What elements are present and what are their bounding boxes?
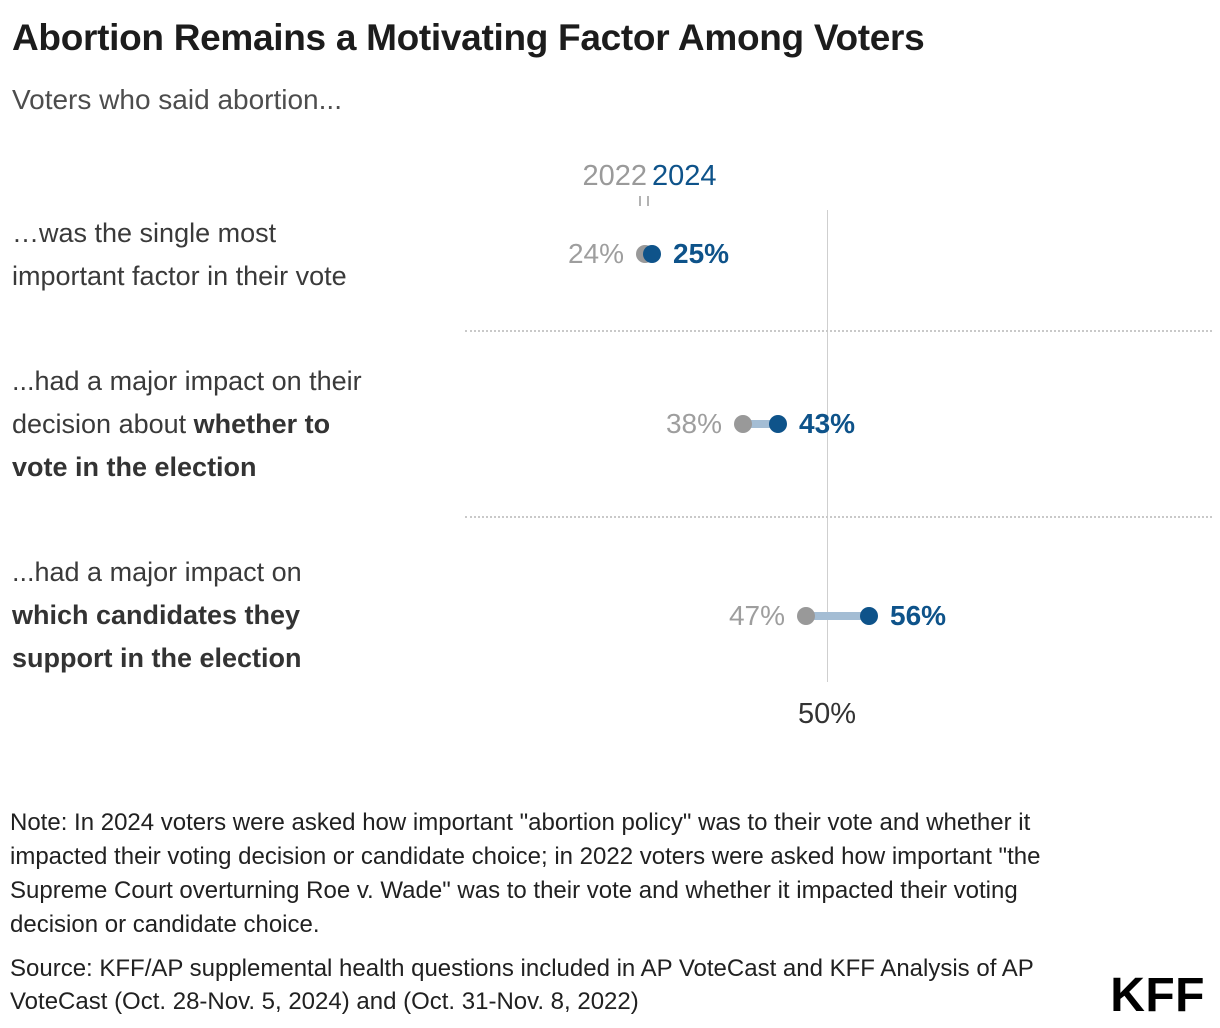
- row-label-bold: which candidates they: [12, 600, 301, 630]
- row-label-which-candidates: ...had a major impact on which candidate…: [12, 551, 492, 680]
- row-label-text: decision about: [12, 409, 194, 439]
- dot-2024-icon: [643, 245, 661, 263]
- dot-2024-icon: [769, 415, 787, 433]
- legend-tick-icon: [647, 196, 649, 206]
- dot-2024-icon: [860, 607, 878, 625]
- row-label-bold: support in the election: [12, 643, 302, 673]
- row-separator: [465, 330, 1212, 332]
- note-text: Note: In 2024 voters were asked how impo…: [10, 809, 1041, 938]
- value-label-2022: 24%: [567, 238, 624, 269]
- value-label-2022: 47%: [728, 600, 785, 631]
- legend-label-2024: 2024: [652, 160, 717, 192]
- legend-label-2022: 2022: [582, 160, 647, 192]
- value-label-2024: 56%: [890, 600, 947, 631]
- dot-2022-icon: [797, 607, 815, 625]
- row-label-text: important factor in their vote: [12, 261, 347, 291]
- row-label-text: …was the single most: [12, 218, 277, 248]
- chart-subtitle: Voters who said abortion...: [12, 84, 342, 115]
- dumbbell-connector: [806, 612, 869, 620]
- row-label-text: ...had a major impact on their: [12, 366, 362, 396]
- kff-logo: KFF: [1110, 969, 1205, 1022]
- dumbbell-connector: [743, 420, 778, 428]
- value-label-2024: 43%: [799, 408, 856, 439]
- row-label-single-most-important: …was the single most important factor in…: [12, 212, 492, 298]
- row-label-text: ...had a major impact on: [12, 557, 302, 587]
- value-label-2024: 25%: [673, 238, 730, 269]
- legend-tick-icon: [639, 196, 641, 206]
- reference-gridline-50: [827, 210, 828, 682]
- row-label-bold: vote in the election: [12, 452, 257, 482]
- dot-2022-icon: [734, 415, 752, 433]
- row-separator: [465, 516, 1212, 518]
- source-text: Source: KFF/AP supplemental health quest…: [10, 955, 1034, 1015]
- value-label-2022: 38%: [665, 408, 722, 439]
- row-label-whether-to-vote: ...had a major impact on their decision …: [12, 360, 492, 489]
- axis-label-50-percent: 50%: [797, 698, 857, 730]
- row-label-bold: whether to: [193, 409, 331, 439]
- chart-title: Abortion Remains a Motivating Factor Amo…: [12, 17, 925, 58]
